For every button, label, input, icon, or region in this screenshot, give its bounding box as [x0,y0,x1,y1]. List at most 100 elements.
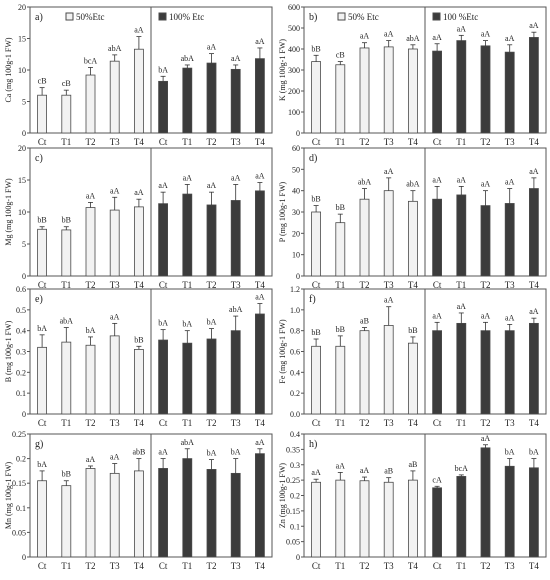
bar-50-etc [37,94,47,134]
x-tick-label: T4 [408,561,418,571]
bar-100-etc [456,322,467,415]
x-tick-label: T2 [207,561,217,571]
bar-50-etc [61,229,72,277]
significance-label: aA [457,24,467,33]
x-tick-label: T3 [384,418,394,428]
significance-label: aA [432,175,442,184]
significance-label: aA [384,296,394,305]
significance-label: bA [158,65,168,74]
y-tick-label: 0.3 [290,461,300,470]
y-tick-label: 30 [292,208,300,217]
significance-label: bB [311,44,320,53]
bar-100-etc [206,338,217,415]
legend-label-light: 50% Etc [348,12,379,22]
bar-50-etc [85,344,96,415]
x-tick-label: T4 [134,418,144,428]
y-axis-label: B (mg 100g-1 FW) [4,320,13,382]
significance-label: abA [406,34,420,43]
y-axis-label: Ca (mg 100g-1 FW) [4,37,13,102]
significance-label: bA [207,449,217,458]
x-tick-label: T4 [408,280,418,290]
bar-50-etc [359,198,370,277]
panel-letter: e) [35,294,43,305]
significance-label: bA [207,318,217,327]
y-tick-label: 0 [296,553,300,562]
panel-e: 0 0.1 0.2 0.3 0.4 0.5 0.6 B (mg 100g-1 FW) e) bA C… [4,285,273,428]
significance-label: bA [86,326,96,335]
bar-100-etc [432,487,443,558]
bar-50-etc [109,335,120,415]
bar-100-etc [158,339,169,415]
significance-label: aA [207,43,217,52]
bar-50-etc [311,345,322,415]
x-tick-label: T1 [335,418,345,428]
panel-letter: c) [35,153,43,164]
bar-100-etc [254,190,265,277]
x-tick-label: T1 [61,418,71,428]
y-tick-label: 0.0 [290,410,300,419]
significance-label: bB [134,335,143,344]
legend-swatch-light [337,12,346,21]
bar-100-etc [206,469,217,558]
y-tick-label: 15 [18,35,26,44]
significance-label: aA [481,180,491,189]
bar-50-etc [109,60,120,134]
bar-100-etc [230,472,241,558]
significance-label: aA [481,311,491,320]
bar-50-etc [37,480,47,558]
significance-label: aA [384,30,394,39]
significance-label: aA [505,178,515,187]
x-tick-label: T4 [255,561,265,571]
significance-label: aA [158,448,168,457]
bar-50-etc [37,346,47,415]
x-tick-label: T2 [360,137,370,147]
bar-50-etc [407,48,418,134]
panel-f: 0.0 0.2 0.4 0.6 0.8 1.0 1.2 Fe (mg 100g-1 FW) f)… [278,285,547,428]
x-tick-label: T1 [335,137,345,147]
significance-label: aA [311,468,321,477]
bar-50-etc [85,74,96,134]
significance-label: aA [255,438,265,447]
y-tick-label: 0.35 [286,445,300,454]
bar-100-etc [529,467,539,558]
y-tick-label: 0.1 [16,504,26,513]
x-tick-label: Ct [159,280,168,290]
y-tick-label: 1.2 [290,285,300,294]
x-tick-label: T3 [231,137,241,147]
x-tick-label: T2 [86,280,96,290]
significance-label: bA [37,324,47,333]
bar-100-etc [456,476,467,558]
x-tick-label: T3 [505,418,515,428]
significance-label: aA [110,186,120,195]
y-axis-label: Mg (mg 100g-1 FW) [4,178,13,246]
y-tick-label: 600 [288,3,300,12]
bar-50-etc [109,472,120,558]
y-tick-label: 400 [288,45,300,54]
y-tick-label: 0.25 [12,430,26,439]
significance-label: aA [86,455,96,464]
bar-100-etc [480,447,491,558]
x-tick-label: T3 [384,280,394,290]
y-tick-label: 0.2 [16,368,26,377]
significance-label: cB [62,79,71,88]
x-tick-label: T2 [360,561,370,571]
y-tick-label: 0.4 [290,430,300,439]
legend-swatch-light [65,12,74,21]
significance-label: bB [408,326,417,335]
significance-label: aA [505,34,515,43]
significance-label: aA [110,312,120,321]
legend-swatch-dark [158,12,167,21]
y-tick-label: 20 [292,229,300,238]
bar-50-etc [383,190,394,277]
x-tick-label: T2 [207,418,217,428]
bar-50-etc [407,200,418,277]
x-tick-label: T1 [335,561,345,571]
y-axis-label: P (mg 100g-1 FW) [278,181,287,242]
bar-50-etc [133,349,144,415]
legend-label-dark: 100 %Etc [443,12,478,22]
y-tick-label: 0.5 [16,306,26,315]
y-axis-label: Zn (mg 100g-1 FW) [278,463,287,528]
bar-100-etc [456,40,467,134]
significance-label: abA [406,180,420,189]
significance-label: bB [37,216,46,225]
